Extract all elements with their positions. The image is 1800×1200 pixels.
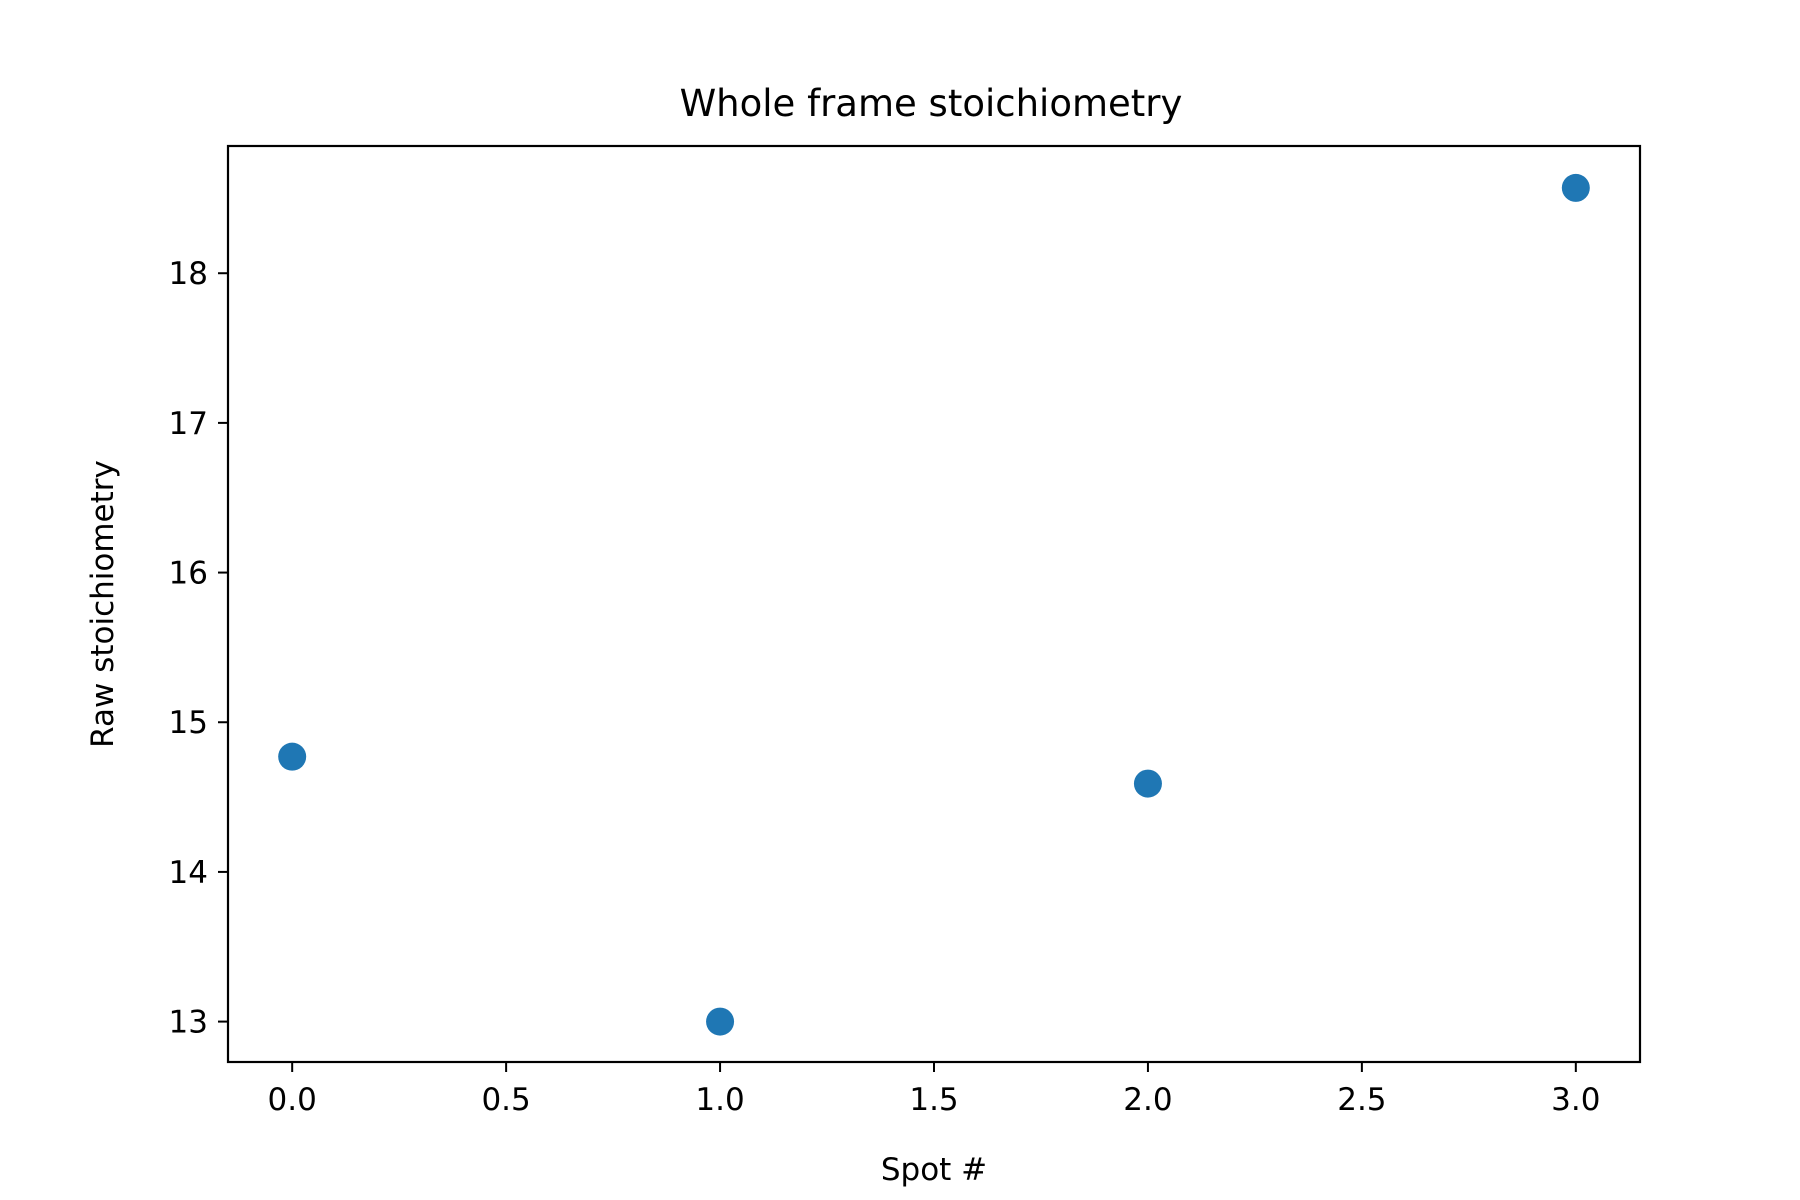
x-axis-label: Spot # bbox=[881, 1152, 987, 1188]
x-tick-label: 3.0 bbox=[1551, 1082, 1600, 1118]
plot-area-frame bbox=[226, 144, 1642, 1064]
y-axis-label: Raw stoichiometry bbox=[85, 460, 121, 748]
x-tick-label: 0.0 bbox=[268, 1082, 317, 1118]
data-point bbox=[1133, 769, 1162, 798]
y-tick-label: 14 bbox=[169, 855, 208, 891]
data-point bbox=[706, 1007, 735, 1036]
chart-title: Whole frame stoichiometry bbox=[680, 82, 1183, 125]
x-tick-label: 2.5 bbox=[1337, 1082, 1386, 1118]
y-tick-label: 17 bbox=[169, 406, 208, 442]
data-point bbox=[1561, 173, 1590, 202]
y-tick-label: 13 bbox=[169, 1005, 208, 1041]
axis-ticks: 0.0 0.5 1.0 1.5 2.0 2.5 3.0 13 14 15 16 17 18 bbox=[169, 256, 1601, 1118]
x-tick-label: 0.5 bbox=[481, 1082, 530, 1118]
y-tick-label: 15 bbox=[169, 705, 208, 741]
x-tick-label: 1.5 bbox=[909, 1082, 958, 1118]
data-points bbox=[278, 173, 1590, 1036]
y-tick-label: 16 bbox=[169, 556, 208, 592]
x-tick-label: 2.0 bbox=[1123, 1082, 1172, 1118]
data-point bbox=[278, 742, 307, 771]
x-tick-label: 1.0 bbox=[695, 1082, 744, 1118]
y-tick-label: 18 bbox=[169, 256, 208, 292]
